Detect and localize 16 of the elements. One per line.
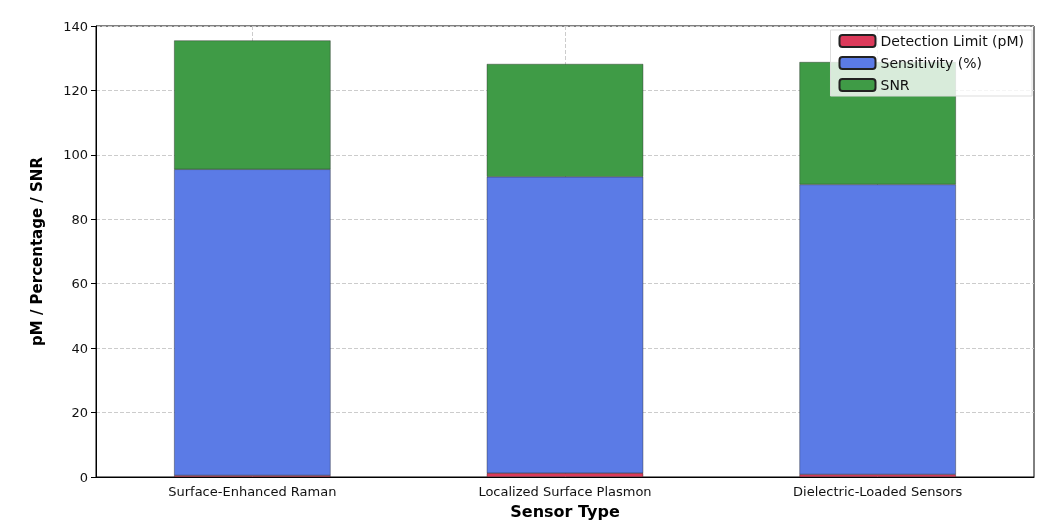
y-tick-label: 20 <box>71 405 88 421</box>
y-tick-label: 40 <box>71 340 88 356</box>
x-axis-title: Sensor Type <box>510 501 620 521</box>
x-tick-label: Dielectric-Loaded Sensors <box>793 484 963 499</box>
y-tick-label: 80 <box>71 211 88 227</box>
legend-label: Sensitivity (%) <box>880 55 983 71</box>
legend-label: Detection Limit (pM) <box>880 33 1025 49</box>
y-tick-label: 140 <box>63 18 88 34</box>
x-tick-label: Localized Surface Plasmon <box>478 484 652 499</box>
y-tick-label: 120 <box>63 82 88 98</box>
legend-label: SNR <box>880 77 910 93</box>
y-tick-label: 100 <box>63 147 88 163</box>
y-axis-title: pM / Percentage / SNR <box>27 156 46 346</box>
y-tick-label: 60 <box>71 276 88 292</box>
y-tick-label: 0 <box>79 469 88 485</box>
x-tick-label: Surface-Enhanced Raman <box>168 484 337 499</box>
